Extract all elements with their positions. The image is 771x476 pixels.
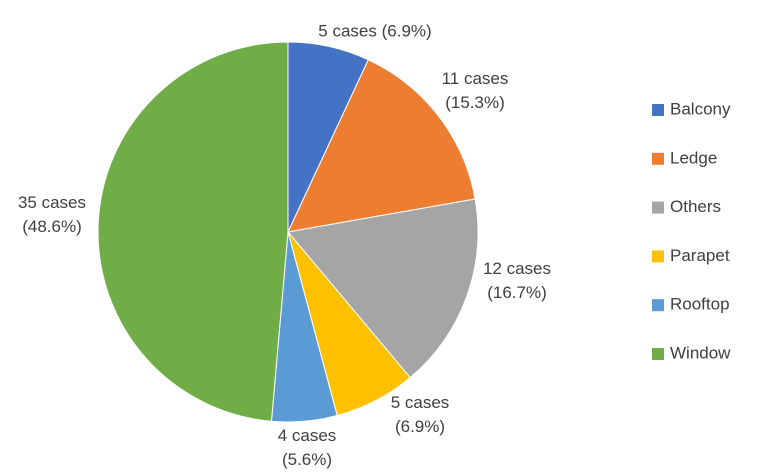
data-label: 35 cases (48.6%) (18, 193, 86, 236)
pie-slice (287, 198, 479, 379)
data-label: 11 cases (15.3%) (442, 69, 509, 112)
legend-swatch (652, 299, 664, 312)
legend-label: Balcony (670, 99, 731, 118)
data-label: 5 cases (6.9%) (318, 21, 431, 40)
legend-label: Rooftop (670, 295, 730, 314)
legend-swatch (652, 250, 664, 263)
legend-swatch (652, 201, 664, 214)
data-label: 5 cases (6.9%) (391, 393, 450, 436)
pie-slice (287, 59, 476, 233)
legend-label: Parapet (670, 246, 730, 265)
legend-swatch (652, 152, 664, 165)
data-label: 4 cases (5.6%) (278, 426, 337, 469)
legend-label: Window (670, 343, 731, 362)
legend-label: Others (670, 197, 721, 216)
data-label: 12 cases (16.7%) (483, 259, 551, 302)
pie-slice (97, 41, 289, 422)
legend-swatch (652, 348, 664, 360)
legend-label: Ledge (670, 148, 717, 167)
legend-swatch (652, 104, 664, 116)
